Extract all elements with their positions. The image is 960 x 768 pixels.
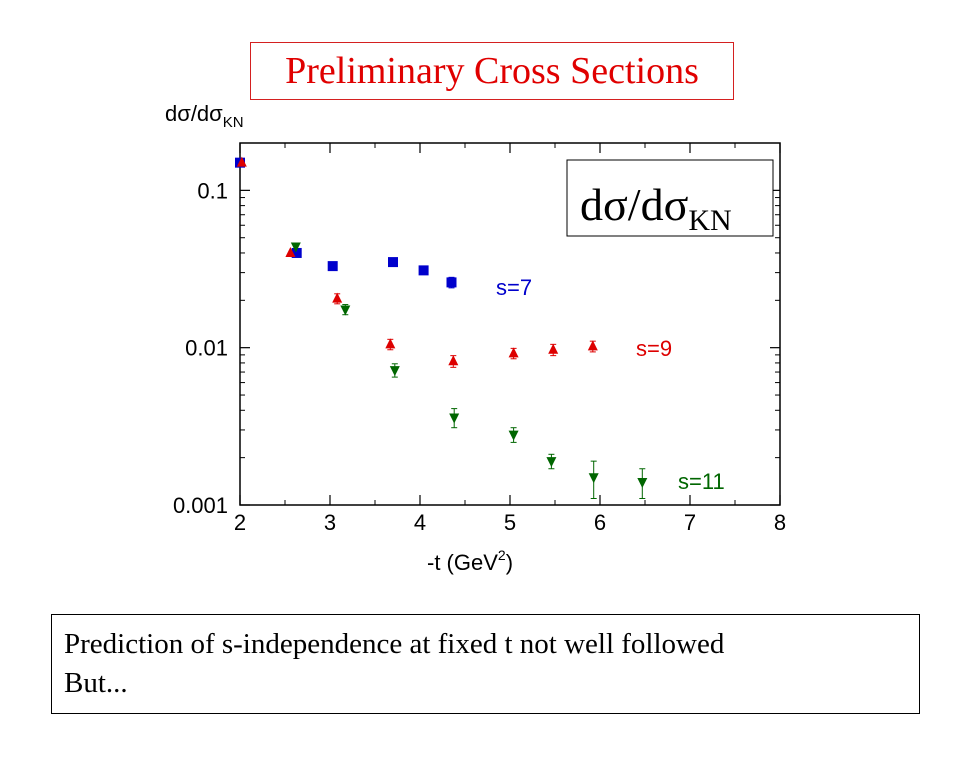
y-tick-label: 0.001 (173, 493, 228, 518)
data-point-square (388, 257, 398, 268)
data-point-triangle-down (546, 457, 557, 468)
data-point-triangle-up (385, 338, 396, 349)
data-point-triangle-down (508, 430, 519, 441)
slide-title: Preliminary Cross Sections (250, 42, 734, 100)
series-s=11 (290, 242, 648, 499)
series-s=9 (236, 156, 598, 368)
data-point-triangle-up (548, 343, 559, 354)
y-tick-label: 0.01 (185, 336, 228, 361)
caption-line-2: But... (64, 666, 128, 699)
data-point-square (327, 261, 338, 272)
data-point-triangle-up (332, 292, 343, 303)
y-axis-label: dσ/dσKN (165, 101, 244, 131)
data-point-triangle-down (340, 305, 351, 316)
data-series (235, 156, 648, 499)
series-label-s=9: s=9 (636, 336, 672, 361)
caption-line-1: Prediction of s-independence at fixed t … (64, 628, 725, 660)
x-tick-label: 6 (594, 510, 606, 535)
data-point-triangle-down (290, 242, 301, 253)
data-point-square (291, 247, 302, 258)
x-tick-label: 3 (324, 510, 336, 535)
x-tick-label: 8 (774, 510, 786, 535)
data-point-triangle-down (588, 473, 599, 484)
series-s=7 (235, 157, 457, 289)
inset-label: dσ/dσKN (580, 179, 732, 237)
x-tick-label: 2 (234, 510, 246, 535)
data-point-triangle-down (637, 478, 648, 489)
data-point-square (446, 277, 457, 288)
x-tick-label: 7 (684, 510, 696, 535)
data-point-triangle-up (236, 156, 247, 167)
x-axis-ticks: 2 3 4 5 6 7 8 (234, 143, 786, 535)
y-tick-label: 0.1 (197, 178, 228, 203)
caption-box: Prediction of s-independence at fixed t … (51, 614, 920, 714)
data-point-square (418, 265, 429, 276)
x-tick-label: 4 (414, 510, 426, 535)
data-point-triangle-up (448, 355, 459, 366)
data-point-triangle-up (285, 246, 296, 257)
series-label-s=11: s=11 (678, 469, 725, 494)
data-point-triangle-down (389, 366, 400, 377)
x-axis-label: -t (GeV2) (427, 547, 513, 575)
data-point-triangle-up (587, 340, 598, 351)
data-point-triangle-down (449, 413, 460, 424)
y-axis-ticks: 0.001 0.01 0.1 (173, 142, 780, 518)
x-tick-label: 5 (504, 510, 516, 535)
data-point-triangle-up (508, 347, 519, 358)
series-labels: s=7 s=9 s=11 (496, 275, 725, 494)
series-label-s=7: s=7 (496, 275, 532, 300)
inset-label-box (566, 159, 774, 237)
